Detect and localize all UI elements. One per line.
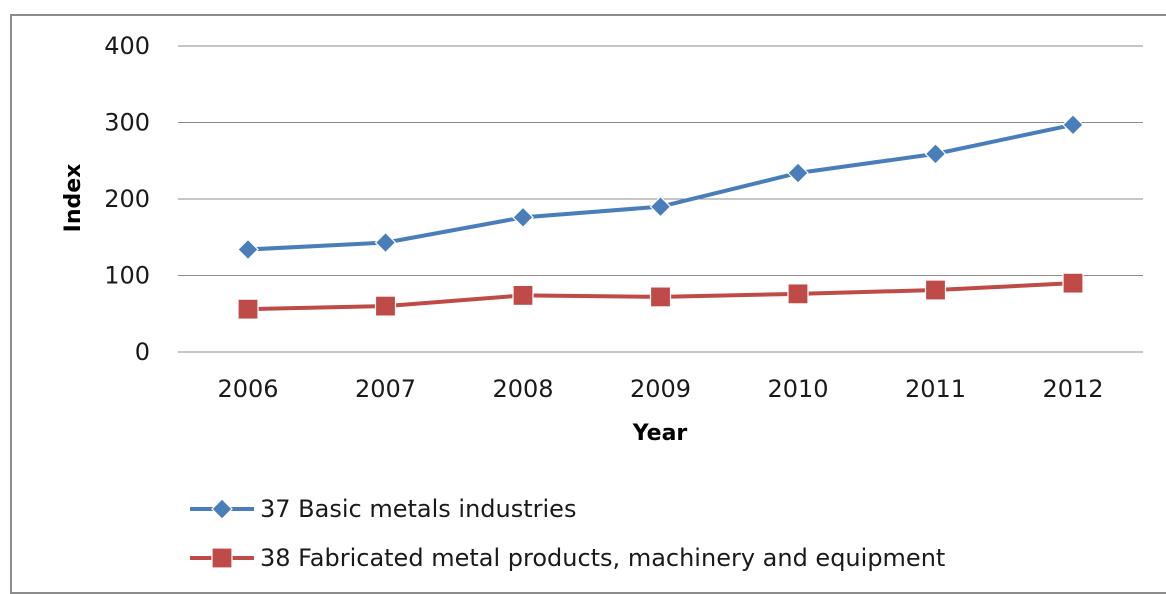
data-point (649, 195, 672, 218)
y-tick-label: 300 (104, 109, 150, 137)
x-axis-title: Year (632, 421, 688, 446)
legend-entry: 37 Basic metals industries (190, 495, 576, 523)
legend-marker (211, 547, 233, 569)
data-point (649, 286, 672, 308)
data-point (237, 238, 259, 261)
y-tick-label: 400 (104, 32, 150, 60)
data-point (787, 283, 809, 305)
data-point (787, 162, 809, 184)
data-point (924, 279, 947, 301)
y-axis-title: Index (61, 164, 86, 233)
data-point (237, 298, 259, 320)
series-1 (237, 113, 1084, 261)
data-point (374, 231, 397, 254)
data-point (374, 295, 397, 317)
y-tick-labels: 0 100 200 300 400 (104, 32, 150, 366)
y-tick-label: 200 (104, 185, 150, 213)
y-tick-label: 0 (135, 338, 150, 366)
legend-marker (211, 498, 233, 520)
legend-label: 37 Basic metals industries (260, 495, 576, 523)
series-line (247, 122, 1074, 252)
x-tick-label: 2009 (630, 375, 691, 403)
x-tick-label: 2007 (355, 375, 416, 403)
x-tick-label: 2006 (217, 375, 278, 403)
y-tick-label: 100 (104, 262, 150, 290)
x-tick-label: 2010 (767, 375, 828, 403)
x-tick-label: 2008 (492, 375, 553, 403)
legend-entry: 38 Fabricated metal products, machinery … (190, 544, 945, 572)
x-tick-labels: 2006 2007 2008 2009 2010 2011 2012 (217, 375, 1103, 403)
data-point (924, 143, 947, 165)
x-tick-label: 2012 (1042, 375, 1103, 403)
data-point (512, 206, 534, 229)
gridlines (178, 45, 1143, 353)
data-point (1062, 113, 1084, 136)
series-layer (237, 113, 1084, 320)
legend: 37 Basic metals industries 38 Fabricated … (190, 495, 945, 572)
data-point (1062, 272, 1084, 294)
legend-label: 38 Fabricated metal products, machinery … (260, 544, 945, 572)
data-point (512, 284, 534, 306)
series-2 (237, 272, 1084, 320)
x-tick-label: 2011 (905, 375, 966, 403)
